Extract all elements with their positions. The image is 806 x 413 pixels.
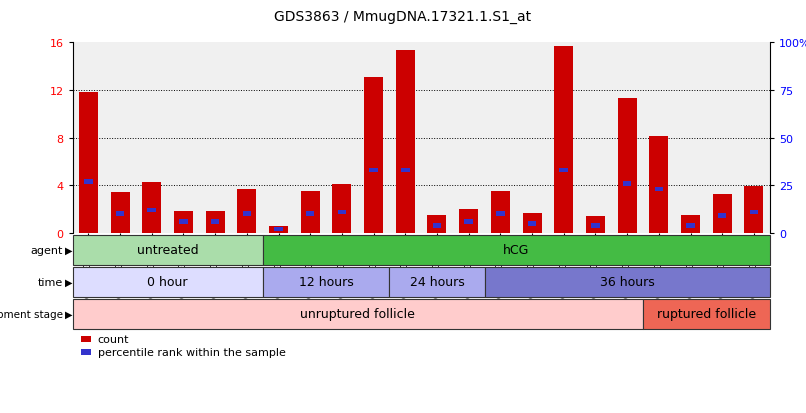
Bar <box>650 137 668 233</box>
Text: ▶: ▶ <box>64 309 73 319</box>
Text: GDS3863 / MmugDNA.17321.1.S1_at: GDS3863 / MmugDNA.17321.1.S1_at <box>274 10 532 24</box>
Bar <box>750 210 758 215</box>
Bar <box>179 220 188 224</box>
Text: 24 hours: 24 hours <box>409 275 464 289</box>
Bar <box>686 223 695 228</box>
Bar <box>396 50 415 233</box>
Bar <box>79 93 98 233</box>
Text: ruptured follicle: ruptured follicle <box>657 307 756 320</box>
Bar <box>116 212 124 217</box>
Text: development stage: development stage <box>0 309 63 319</box>
Text: 36 hours: 36 hours <box>600 275 654 289</box>
Bar <box>433 223 441 228</box>
Bar <box>301 192 320 233</box>
Text: hCG: hCG <box>503 244 530 257</box>
Bar <box>681 216 700 233</box>
Bar <box>555 47 573 233</box>
Bar <box>459 210 478 233</box>
Text: 0 hour: 0 hour <box>147 275 188 289</box>
Bar <box>338 210 347 215</box>
Bar <box>174 212 193 233</box>
Bar <box>237 190 256 233</box>
Bar <box>496 212 505 217</box>
Bar <box>654 187 663 192</box>
Text: ▶: ▶ <box>64 245 73 255</box>
Text: time: time <box>38 277 63 287</box>
Bar <box>143 182 161 233</box>
Bar <box>269 226 288 233</box>
Text: unruptured follicle: unruptured follicle <box>301 307 415 320</box>
Bar <box>369 168 378 173</box>
Bar <box>586 217 605 233</box>
Bar <box>110 193 130 233</box>
Text: ▶: ▶ <box>64 277 73 287</box>
Text: 12 hours: 12 hours <box>299 275 354 289</box>
Bar <box>401 168 409 173</box>
Bar <box>206 212 225 233</box>
Bar <box>364 78 383 233</box>
Bar <box>332 185 351 233</box>
Bar <box>528 221 536 226</box>
Bar <box>147 208 156 213</box>
Bar <box>306 212 314 217</box>
Bar <box>713 194 732 233</box>
Text: count: count <box>98 334 129 344</box>
Bar <box>718 214 726 218</box>
Bar <box>623 182 631 186</box>
Bar <box>559 168 568 173</box>
Text: agent: agent <box>31 245 63 255</box>
Bar <box>84 180 93 185</box>
Bar <box>464 220 473 224</box>
Bar <box>427 216 447 233</box>
Text: percentile rank within the sample: percentile rank within the sample <box>98 347 285 357</box>
Bar <box>591 223 600 228</box>
Text: untreated: untreated <box>137 244 198 257</box>
Bar <box>274 227 283 232</box>
Bar <box>491 192 510 233</box>
Bar <box>745 187 763 233</box>
Bar <box>211 220 219 224</box>
Bar <box>522 213 542 233</box>
Bar <box>243 212 251 217</box>
Bar <box>617 99 637 233</box>
